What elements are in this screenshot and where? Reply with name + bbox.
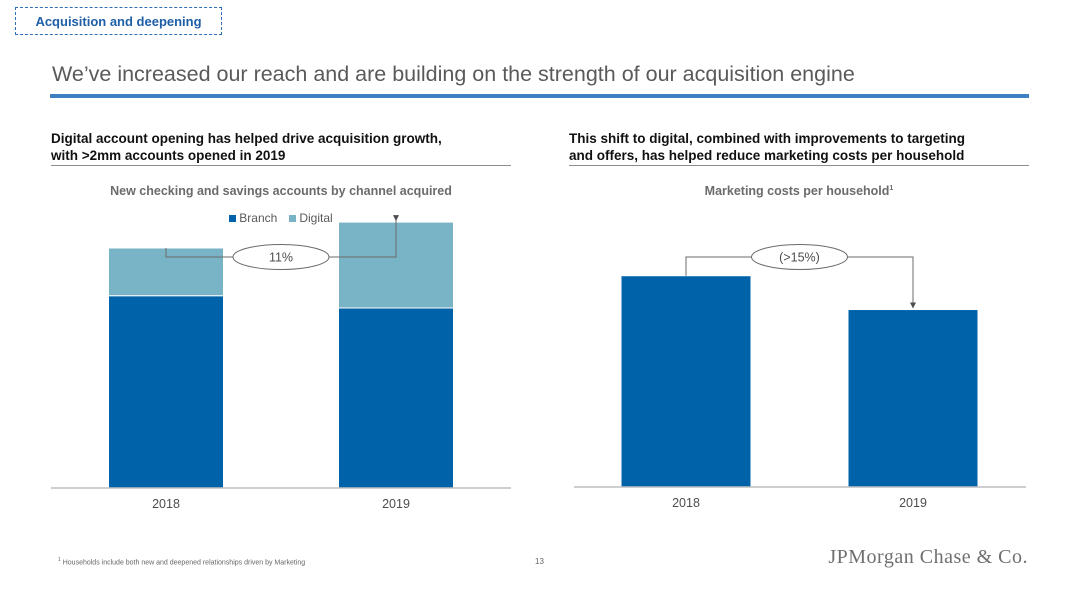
right-growth-arrowhead	[910, 302, 916, 309]
left-bar-branch-2018	[108, 295, 224, 489]
footnote-marker: 1	[58, 557, 61, 563]
legend-label-digital: Digital	[299, 211, 333, 225]
right-x-tick-2018: 2018	[672, 496, 700, 510]
right-growth-callout-label: (>15%)	[779, 251, 820, 265]
left-growth-arrowhead	[393, 215, 399, 222]
page-title: We’ve increased our reach and are buildi…	[52, 62, 855, 86]
legend-label-branch: Branch	[239, 211, 278, 225]
left-x-tick-2019: 2019	[382, 497, 410, 511]
right-heading-line-1: This shift to digital, combined with imp…	[569, 131, 966, 146]
legend-swatch-branch	[229, 214, 237, 222]
legend-item-digital: Digital	[289, 211, 333, 225]
left-growth-callout-bubble	[232, 244, 330, 270]
left-heading-line-2: with >2mm accounts opened in 2019	[51, 148, 286, 163]
footnote: 1 Households include both new and deepen…	[58, 557, 305, 566]
left-heading-line-1: Digital account opening has helped drive…	[51, 131, 442, 146]
legend-swatch-digital	[289, 214, 297, 222]
right-chart-title: Marketing costs per household1	[569, 184, 1029, 198]
left-x-tick-2018: 2018	[152, 497, 180, 511]
left-chart-title-text: New checking and savings accounts by cha…	[110, 184, 452, 198]
right-bar-value-2019	[847, 309, 979, 488]
page-number: 13	[535, 557, 544, 566]
legend-item-branch: Branch	[229, 211, 277, 225]
left-panel-heading: Digital account opening has helped drive…	[51, 130, 511, 166]
right-bar-value-2018	[620, 275, 752, 488]
jpmorgan-logo: JPMorgan Chase & Co.	[828, 546, 1028, 568]
left-bar-branch-2019	[338, 307, 454, 489]
right-growth-callout-bubble	[751, 244, 848, 270]
section-tag: Acquisition and deepening	[15, 7, 222, 35]
right-chart-title-footnote-marker: 1	[889, 184, 894, 192]
right-chart-title-text: Marketing costs per household	[704, 184, 890, 198]
right-x-tick-2019: 2019	[899, 496, 927, 510]
left-chart-title: New checking and savings accounts by cha…	[51, 184, 511, 198]
left-chart-legend: Branch Digital	[51, 211, 511, 225]
footnote-text: Households include both new and deepened…	[62, 559, 306, 567]
right-panel-heading: This shift to digital, combined with imp…	[569, 130, 1029, 166]
right-heading-line-2: and offers, has helped reduce marketing …	[569, 148, 965, 163]
left-growth-callout-label: 11%	[269, 251, 293, 265]
title-rule	[50, 94, 1029, 98]
